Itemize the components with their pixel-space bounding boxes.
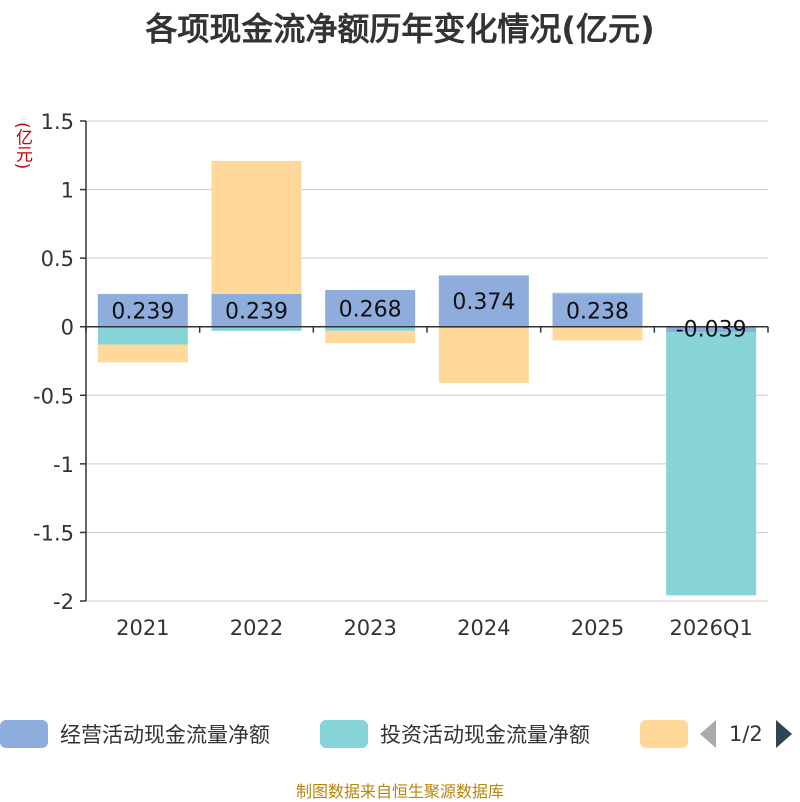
x-tick-label: 2021 — [116, 616, 169, 640]
data-label: 0.238 — [566, 299, 629, 324]
bar-series0-2022 — [211, 293, 302, 327]
bar-series0-2021 — [97, 293, 188, 327]
y-tick-label: -2 — [53, 590, 74, 614]
data-label: -0.039 — [676, 318, 747, 343]
pager-next-icon[interactable] — [775, 720, 792, 748]
legend-pager: 1/2 — [700, 717, 792, 751]
y-tick-label: -1.5 — [33, 521, 74, 545]
cashflow-bar-chart: 1.5 1 0.5 0 -0.5 -1 -1.5 -2 2021 2022 2023 2024 2025… — [33, 110, 769, 640]
pager-prev-icon[interactable] — [700, 720, 716, 748]
data-label: 0.239 — [111, 299, 174, 324]
x-tick-label: 2025 — [571, 616, 624, 640]
legend-label-investing: 投资活动现金流量净额 — [380, 723, 590, 747]
x-tick-label: 2022 — [230, 616, 283, 640]
bar-series2-2022 — [211, 160, 302, 294]
legend-label-operating: 经营活动现金流量净额 — [60, 723, 270, 747]
data-label: 0.239 — [225, 299, 288, 324]
legend-swatch-operating — [0, 720, 48, 748]
y-tick-label: 1.5 — [41, 110, 74, 134]
legend-item-investing[interactable]: 投资活动现金流量净额 — [320, 717, 590, 751]
y-tick-label: 0.5 — [41, 247, 74, 271]
y-tick-label: -1 — [53, 453, 74, 477]
bar-series2-2023 — [325, 330, 416, 344]
legend-swatch-financing — [640, 720, 688, 748]
bar-series1-2021 — [97, 326, 188, 345]
y-axis-unit: (亿元) — [12, 122, 32, 170]
legend-swatch-investing — [320, 720, 368, 748]
chart-legend: 经营活动现金流量净额 投资活动现金流量净额 — [0, 717, 800, 751]
bar-series0-2024 — [438, 275, 529, 327]
legend-item-operating[interactable]: 经营活动现金流量净额 — [0, 717, 270, 751]
data-source-note: 制图数据来自恒生聚源数据库 — [295, 782, 504, 801]
bar-series0-2023 — [325, 289, 416, 327]
legend-item-financing[interactable] — [640, 717, 700, 751]
y-tick-label: -0.5 — [33, 384, 74, 408]
y-tick-label: 0 — [61, 316, 74, 340]
bar-series0-2026Q1 — [666, 326, 757, 333]
bar-series2-2021 — [97, 344, 188, 363]
bar-series1-2022 — [211, 326, 302, 331]
bar-series2-2024 — [438, 328, 529, 383]
bar-series1-2026Q1 — [666, 332, 757, 596]
y-tick-label: 1 — [61, 179, 74, 203]
data-label: 0.268 — [339, 297, 402, 322]
bar-series1-2023 — [325, 326, 416, 331]
x-tick-label: 2026Q1 — [669, 616, 752, 640]
bar-series0-2025 — [552, 294, 643, 327]
x-tick-label: 2023 — [343, 616, 396, 640]
pager-page-text: 1/2 — [729, 722, 763, 746]
data-label: 0.374 — [452, 290, 515, 315]
bar-series1-2025 — [552, 292, 643, 295]
bar-series2-2025 — [552, 326, 643, 341]
x-tick-label: 2024 — [457, 616, 510, 640]
chart-title: 各项现金流净额历年变化情况(亿元) — [145, 10, 655, 48]
